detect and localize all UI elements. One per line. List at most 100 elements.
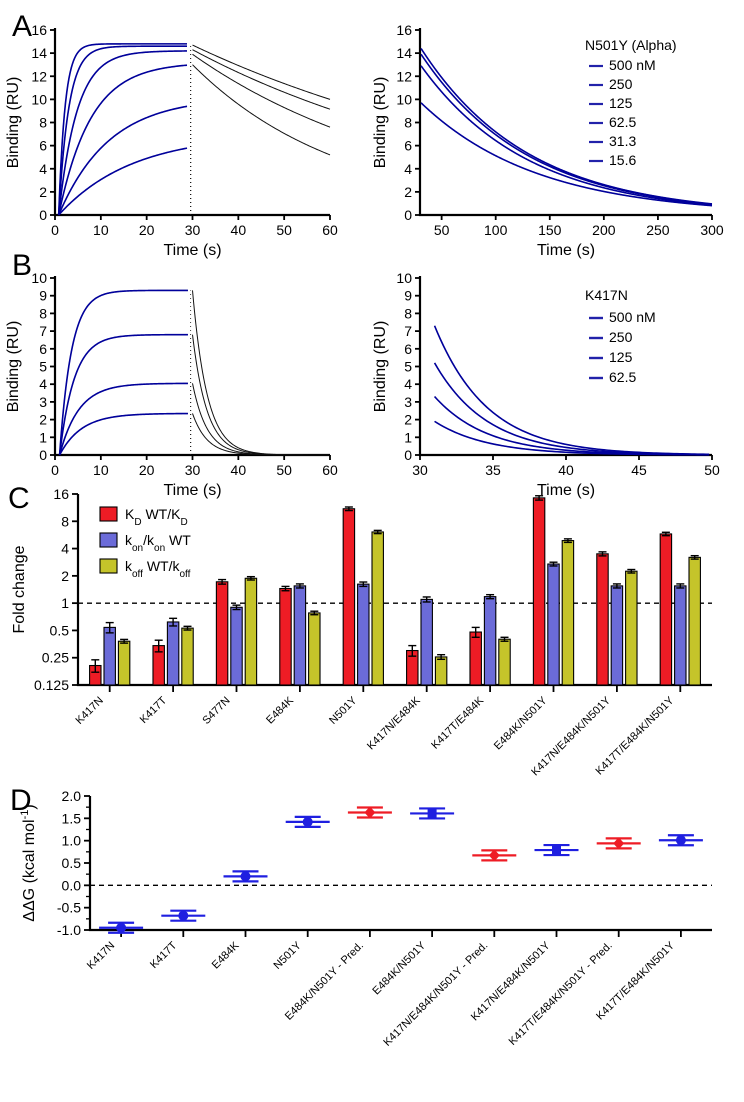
y-tick-label: 9: [39, 288, 47, 304]
y-tick-label: 14: [31, 45, 47, 61]
bar: [498, 638, 511, 686]
bar: [483, 596, 497, 686]
fit-curve: [57, 64, 188, 216]
category-label: N501Y: [327, 694, 360, 727]
y-axis-title: Binding (RU): [5, 77, 22, 169]
axes: [53, 28, 330, 217]
y-tick-label: 0.25: [42, 650, 69, 666]
x-tick-label: 50: [276, 222, 292, 238]
sensorgram-trace: [58, 105, 188, 216]
y-tick-label: 1.0: [62, 833, 82, 849]
y-tick-label: -0.5: [57, 900, 81, 916]
y-tick-label: 1: [61, 595, 69, 611]
panel-c-legend: KD WT/KD kon/kon WT koff WT/koff: [99, 506, 191, 580]
bar: [117, 640, 131, 686]
x-tick-label: 250: [646, 222, 670, 238]
fit-curve: [57, 43, 187, 216]
panel-b-legend: K417N 500 nM 250 125 62.5: [585, 287, 656, 385]
sensorgram-trace: [58, 147, 188, 216]
dissociation-trace: [192, 53, 331, 128]
y-tick-label: 16: [31, 22, 47, 38]
bar: [434, 656, 448, 686]
x-tick-label: 0: [51, 462, 59, 478]
data-point: [552, 845, 561, 855]
category-label: K417T/E484K: [429, 694, 486, 751]
y-tick-label: 12: [31, 68, 47, 84]
y-tick-label: 2.0: [62, 788, 82, 804]
x-tick-label: 150: [538, 222, 562, 238]
x-tick-label: 50: [276, 462, 292, 478]
bar: [674, 585, 687, 686]
x-tick-label: 50: [704, 462, 720, 478]
bar: [166, 621, 180, 686]
x-tick-label: 10: [93, 222, 109, 238]
bar: [103, 626, 116, 686]
y-tick-label: 4: [404, 161, 412, 177]
data-point: [488, 849, 500, 862]
data-point: [427, 808, 437, 818]
x-tick-label: 20: [139, 462, 155, 478]
legend-item-label: 62.5: [609, 369, 636, 385]
panel-a-left-plot: 0 2 4 6 8 10 12 14 16 0 10 20 30 40 50 60 Time (s) Bindin…: [5, 22, 338, 259]
x-tick-label: 100: [484, 222, 508, 238]
fit-curve: [57, 105, 188, 216]
bar: [659, 533, 673, 686]
category-label: K417N/E484K/N501Y - Pred.: [381, 940, 490, 1049]
bar: [357, 583, 370, 686]
bar: [230, 606, 243, 686]
legend-item-label: koff WT/koff: [125, 558, 191, 580]
data-point: [240, 871, 251, 882]
y-tick-label: 2: [61, 568, 69, 584]
category-label: N501Y: [272, 939, 305, 972]
axes: [418, 276, 712, 457]
category-label: E484K/N501Y: [492, 694, 550, 752]
y-tick-label: -1.0: [57, 922, 81, 938]
fit-curve: [58, 147, 188, 216]
x-tick-label: 60: [322, 222, 338, 238]
y-axis-title: Binding (RU): [5, 321, 22, 413]
dissociation-trace: [192, 64, 331, 156]
y-tick-label: 3: [404, 394, 412, 410]
panel-d-letter: D: [10, 784, 32, 817]
fit-curve: [420, 53, 713, 206]
y-tick-label: 7: [39, 323, 47, 339]
legend-swatch: [99, 506, 118, 522]
fit-curve: [58, 382, 188, 456]
y-tick-label: 0: [39, 447, 47, 463]
panel-c: C 0.125 0.25 0.5 1 2 4 8 16 Fold change K417N K417T…: [8, 482, 712, 778]
bar: [279, 587, 292, 686]
y-tick-label: 10: [31, 270, 47, 286]
y-tick-label: 10: [31, 91, 47, 107]
x-tick-label: 0: [51, 222, 59, 238]
bar: [244, 577, 258, 686]
legend-swatch: [99, 558, 118, 574]
legend-item-label: KD WT/KD: [125, 506, 188, 528]
y-tick-label: 2: [39, 412, 47, 428]
dissociation-trace: [420, 102, 713, 207]
fit-curve: [433, 325, 710, 456]
legend-item-label: 62.5: [609, 114, 636, 130]
x-tick-label: 40: [231, 222, 247, 238]
category-label: K417T/E484K/N501Y - Pred.: [507, 940, 615, 1048]
sensorgram-trace: [59, 334, 188, 456]
y-tick-label: 0: [39, 207, 47, 223]
x-tick-label: 300: [700, 222, 724, 238]
category-label: E484K: [264, 694, 296, 726]
y-tick-label: 7: [404, 323, 412, 339]
legend-item-label: 15.6: [609, 152, 636, 168]
x-tick-label: 45: [631, 462, 647, 478]
category-label: K417T: [148, 939, 180, 971]
dissociation-trace: [192, 44, 331, 100]
y-tick-label: 0: [404, 447, 412, 463]
panel-b-letter: B: [12, 249, 32, 282]
fit-curve: [420, 48, 713, 205]
y-tick-label: 0.5: [50, 622, 70, 638]
y-tick-label: 9: [404, 288, 412, 304]
data-point: [364, 806, 376, 819]
data-point: [178, 910, 189, 921]
y-tick-label: 8: [404, 305, 412, 321]
category-label: K417T: [138, 694, 170, 726]
legend-item-label: 250: [609, 329, 633, 345]
category-label: K417N/E484K: [365, 694, 423, 752]
